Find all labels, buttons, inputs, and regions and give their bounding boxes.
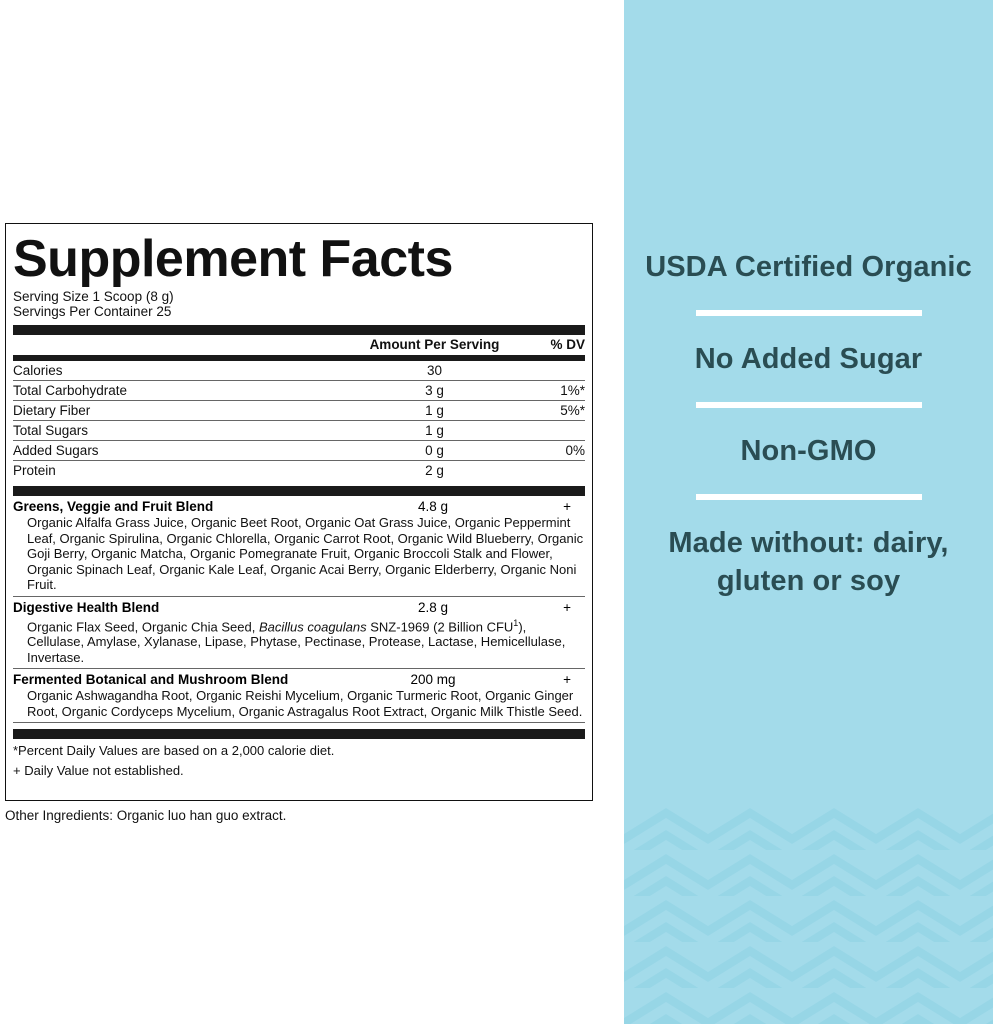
serving-size-text: Serving Size 1 Scoop (8 g) xyxy=(13,289,174,304)
row-name: Total Sugars xyxy=(13,420,355,441)
blend-name: Fermented Botanical and Mushroom Blend xyxy=(13,672,289,688)
row-name: Protein xyxy=(13,463,56,478)
divider-bar-under-header xyxy=(13,355,585,361)
row-amount: 1 g xyxy=(354,400,515,421)
table-row: Dietary Fiber 1 g 5%* xyxy=(13,400,585,421)
ingredients-post: SNZ-1969 (2 Billion CFU xyxy=(366,618,514,634)
ingredients-superscript: 1 xyxy=(513,617,519,628)
claims-panel: USDA Certified Organic No Added Sugar No… xyxy=(624,0,993,1024)
servings-per-container-text: Servings Per Container 25 xyxy=(13,304,172,319)
blend-amount: 4.8 g xyxy=(417,499,449,514)
chevron-pattern-icon xyxy=(624,804,993,1024)
supplement-facts-area: Supplement Facts Serving Size 1 Scoop (8… xyxy=(5,223,593,823)
row-dv xyxy=(514,420,585,441)
blend-dv: + xyxy=(563,672,571,688)
blend-header-row: Fermented Botanical and Mushroom Blend 2… xyxy=(13,669,585,687)
claim-no-added-sugar: No Added Sugar xyxy=(694,343,923,375)
header-percent-dv: % DV xyxy=(550,337,585,352)
supplement-facts-box: Supplement Facts Serving Size 1 Scoop (8… xyxy=(5,223,593,801)
blend-ingredients: Organic Alfalfa Grass Juice, Organic Bee… xyxy=(27,515,584,592)
table-row: Total Carbohydrate 3 g 1%* xyxy=(13,380,585,401)
footnote-daily-values: *Percent Daily Values are based on a 2,0… xyxy=(13,743,335,759)
row-dv xyxy=(514,361,585,381)
claim-divider xyxy=(695,402,922,408)
claim-divider xyxy=(695,494,922,500)
divider-bar-above-footnotes xyxy=(13,729,585,740)
table-row: Total Sugars 1 g xyxy=(13,420,585,441)
nutrition-rows-table: Calories 30 Total Carbohydrate 3 g 1%* D… xyxy=(13,361,585,480)
blend-digestive-health: Digestive Health Blend 2.8 g + Organic F… xyxy=(13,597,585,670)
blend-fermented-botanical-mushroom: Fermented Botanical and Mushroom Blend 2… xyxy=(13,669,585,724)
row-amount: 3 g xyxy=(354,380,515,401)
claim-usda-certified-organic: USDA Certified Organic xyxy=(645,251,972,283)
table-row: Calories 30 xyxy=(13,361,585,381)
header-blank xyxy=(13,335,354,355)
claim-non-gmo: Non-GMO xyxy=(740,435,877,467)
row-name: Dietary Fiber xyxy=(13,400,355,421)
row-dv: 1%* xyxy=(514,380,585,401)
blend-header-row: Digestive Health Blend 2.8 g + xyxy=(13,597,585,615)
claim-made-without-allergens: Made without: dairy, gluten or soy xyxy=(668,527,949,597)
claim-divider xyxy=(695,310,922,316)
divider-bar-thick-top xyxy=(13,325,585,335)
blend-name: Digestive Health Blend xyxy=(13,599,160,615)
blend-dv: + xyxy=(563,499,571,514)
claims-list: USDA Certified Organic No Added Sugar No… xyxy=(624,248,993,600)
header-amount-per-serving: Amount Per Serving xyxy=(369,337,500,352)
row-amount: 30 xyxy=(354,361,515,381)
table-row: Protein 2 g xyxy=(13,461,585,481)
other-ingredients-text: Other Ingredients: Organic luo han guo e… xyxy=(5,808,287,823)
blend-ingredients: Organic Ashwagandha Root, Organic Reishi… xyxy=(27,688,583,719)
row-dv: 0% xyxy=(514,440,585,461)
blend-greens-veggie-fruit: Greens, Veggie and Fruit Blend 4.8 g + O… xyxy=(13,496,585,597)
nutrition-table: Amount Per Serving % DV xyxy=(13,335,585,355)
row-dv xyxy=(515,461,585,481)
blend-amount: 2.8 g xyxy=(417,599,449,615)
blend-name: Greens, Veggie and Fruit Blend xyxy=(13,499,214,514)
ingredients-tail: ), Cellulase, Amylase, Xylanase, Lipase,… xyxy=(27,618,566,665)
table-row: Added Sugars 0 g 0% xyxy=(13,440,585,461)
supplement-facts-title: Supplement Facts xyxy=(13,230,453,288)
blend-amount: 200 mg xyxy=(410,672,456,688)
row-name: Added Sugars xyxy=(13,440,355,461)
row-amount: 0 g xyxy=(354,440,515,461)
row-amount: 2 g xyxy=(425,463,444,478)
row-amount: 1 g xyxy=(354,420,515,441)
blend-header-row: Greens, Veggie and Fruit Blend 4.8 g + xyxy=(13,496,585,514)
blend-dv: + xyxy=(563,599,571,615)
table-header-row: Amount Per Serving % DV xyxy=(13,335,585,355)
row-dv: 5%* xyxy=(514,400,585,421)
blend-ingredients: Organic Flax Seed, Organic Chia Seed, Ba… xyxy=(13,615,585,666)
row-name: Total Carbohydrate xyxy=(13,380,355,401)
ingredients-species-italic: Bacillus coagulans xyxy=(258,618,367,634)
row-name: Calories xyxy=(13,361,355,381)
footnote-dv-not-established: + Daily Value not established. xyxy=(13,763,184,779)
ingredients-pre: Organic Flax Seed, Organic Chia Seed, xyxy=(27,618,259,634)
divider-bar-above-blends xyxy=(13,486,585,496)
